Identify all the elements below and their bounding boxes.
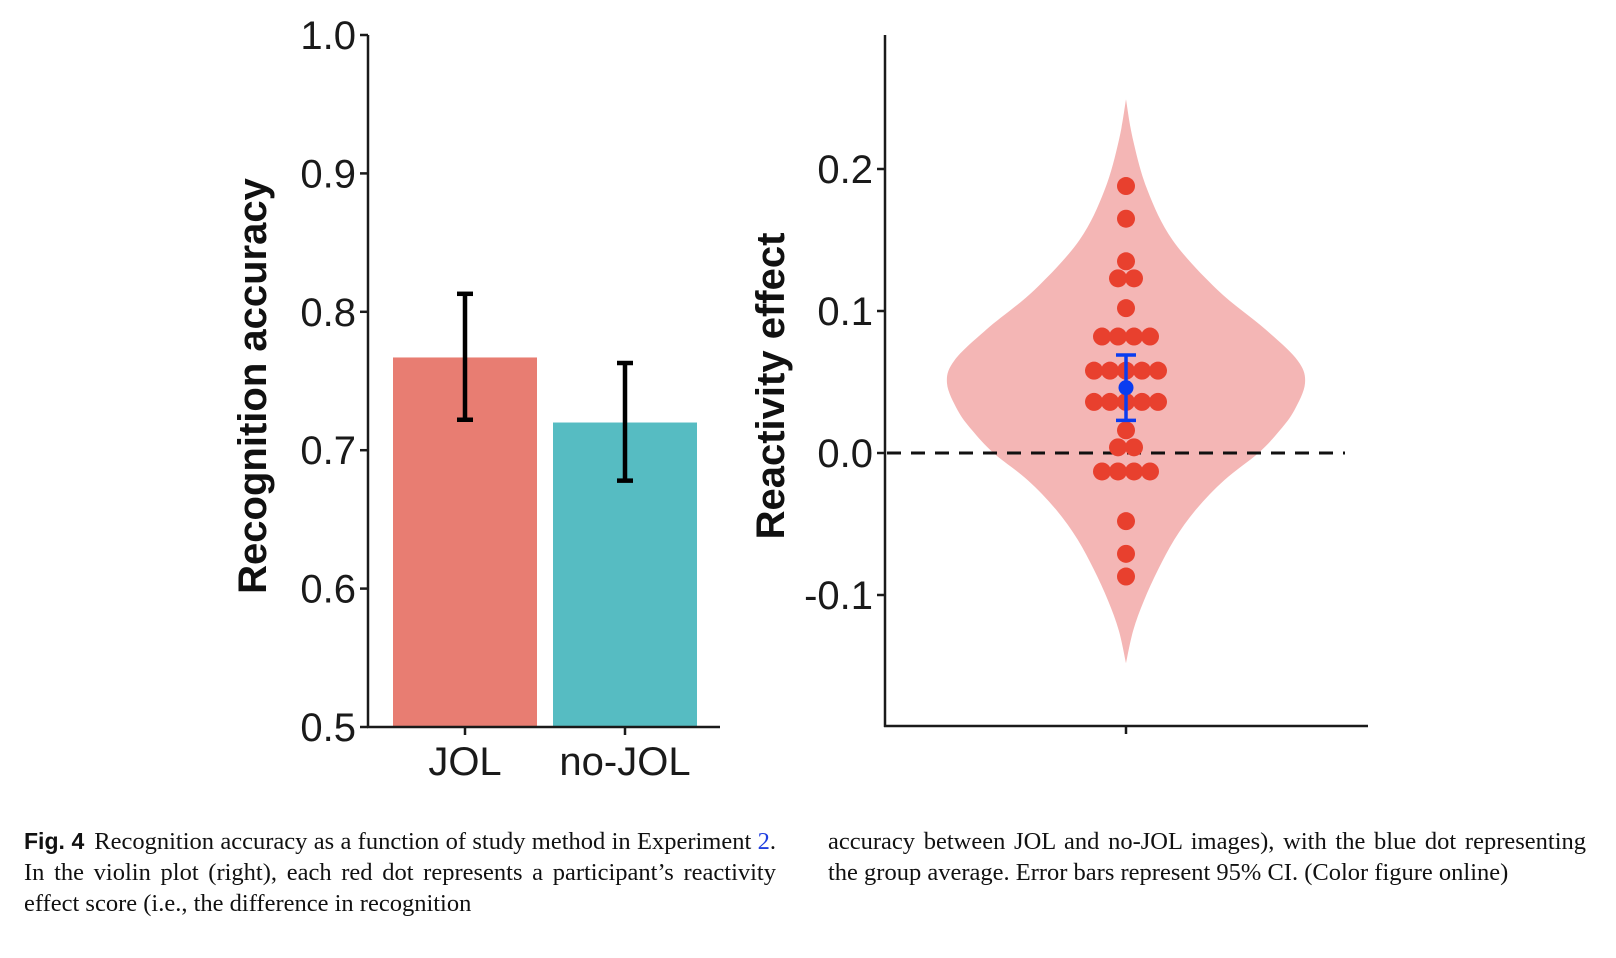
participant-dot [1141, 462, 1159, 481]
participant-dot [1109, 327, 1127, 346]
participant-dot [1133, 361, 1151, 380]
experiment-reference-link[interactable]: 2 [757, 828, 770, 855]
participant-dot [1125, 269, 1143, 288]
participant-dot [1125, 462, 1143, 481]
bars [393, 357, 697, 727]
figure: 0.5 0.6 0.7 0.8 0.9 1.0 JOL no-JOL Recognition… [231, 14, 1368, 784]
y-ticks: 0.5 0.6 0.7 0.8 0.9 1.0 [300, 14, 368, 750]
participant-dot [1133, 392, 1151, 411]
y-axis-title: Recognition accuracy [231, 177, 275, 593]
participant-dot [1109, 438, 1127, 457]
participant-dot [1117, 252, 1135, 271]
participant-dot [1109, 269, 1127, 288]
participant-dot [1093, 327, 1111, 346]
participant-dot [1149, 361, 1167, 380]
y-tick-label: 0.5 [300, 706, 356, 750]
participant-dot [1117, 544, 1135, 563]
x-tick-label: JOL [428, 740, 501, 784]
participant-dot [1117, 567, 1135, 586]
figure-label: Fig. 4 [24, 828, 85, 854]
y-ticks: -0.1 0.0 0.1 0.2 [804, 148, 885, 618]
participant-dot [1101, 392, 1119, 411]
x-ticks: JOL no-JOL [428, 727, 691, 784]
y-tick-label: -0.1 [804, 574, 873, 618]
y-tick-label: 0.9 [300, 152, 356, 196]
y-tick-label: 0.8 [300, 291, 356, 335]
caption-text: Recognition accuracy as a function of st… [94, 828, 758, 855]
participant-dots [1085, 177, 1167, 586]
x-tick-label: no-JOL [559, 740, 690, 784]
figure-caption-left: Fig. 4 Recognition accuracy as a function… [24, 826, 776, 919]
y-tick-label: 1.0 [300, 14, 356, 58]
caption-text-right: accuracy between JOL and no-JOL images),… [828, 828, 1586, 886]
error-bars [457, 291, 633, 483]
participant-dot [1141, 327, 1159, 346]
participant-dot [1149, 392, 1167, 411]
participant-dot [1117, 512, 1135, 531]
participant-dot [1109, 462, 1127, 481]
mean-with-ci [1116, 353, 1136, 423]
participant-dot [1101, 361, 1119, 380]
participant-dot [1117, 421, 1135, 440]
participant-dot [1117, 177, 1135, 196]
bar-chart-panel: 0.5 0.6 0.7 0.8 0.9 1.0 JOL no-JOL Recognition… [231, 14, 720, 784]
participant-dot [1085, 392, 1103, 411]
participant-dot [1117, 299, 1135, 318]
y-axis-title: Reactivity effect [749, 233, 793, 540]
caption-text-continued: . In the violin plot (right), each red d… [24, 828, 776, 917]
y-tick-label: 0.6 [300, 568, 356, 612]
group-mean-dot [1118, 380, 1134, 396]
y-tick-label: 0.7 [300, 429, 356, 473]
participant-dot [1093, 462, 1111, 481]
participant-dot [1125, 438, 1143, 457]
violin-chart-panel: -0.1 0.0 0.1 0.2 Reactivity effect [749, 35, 1368, 734]
participant-dot [1117, 209, 1135, 228]
y-tick-label: 0.1 [817, 290, 873, 334]
y-tick-label: 0.2 [817, 148, 873, 192]
figure-caption-right: accuracy between JOL and no-JOL images),… [828, 826, 1586, 888]
y-tick-label: 0.0 [817, 432, 873, 476]
participant-dot [1125, 327, 1143, 346]
participant-dot [1085, 361, 1103, 380]
